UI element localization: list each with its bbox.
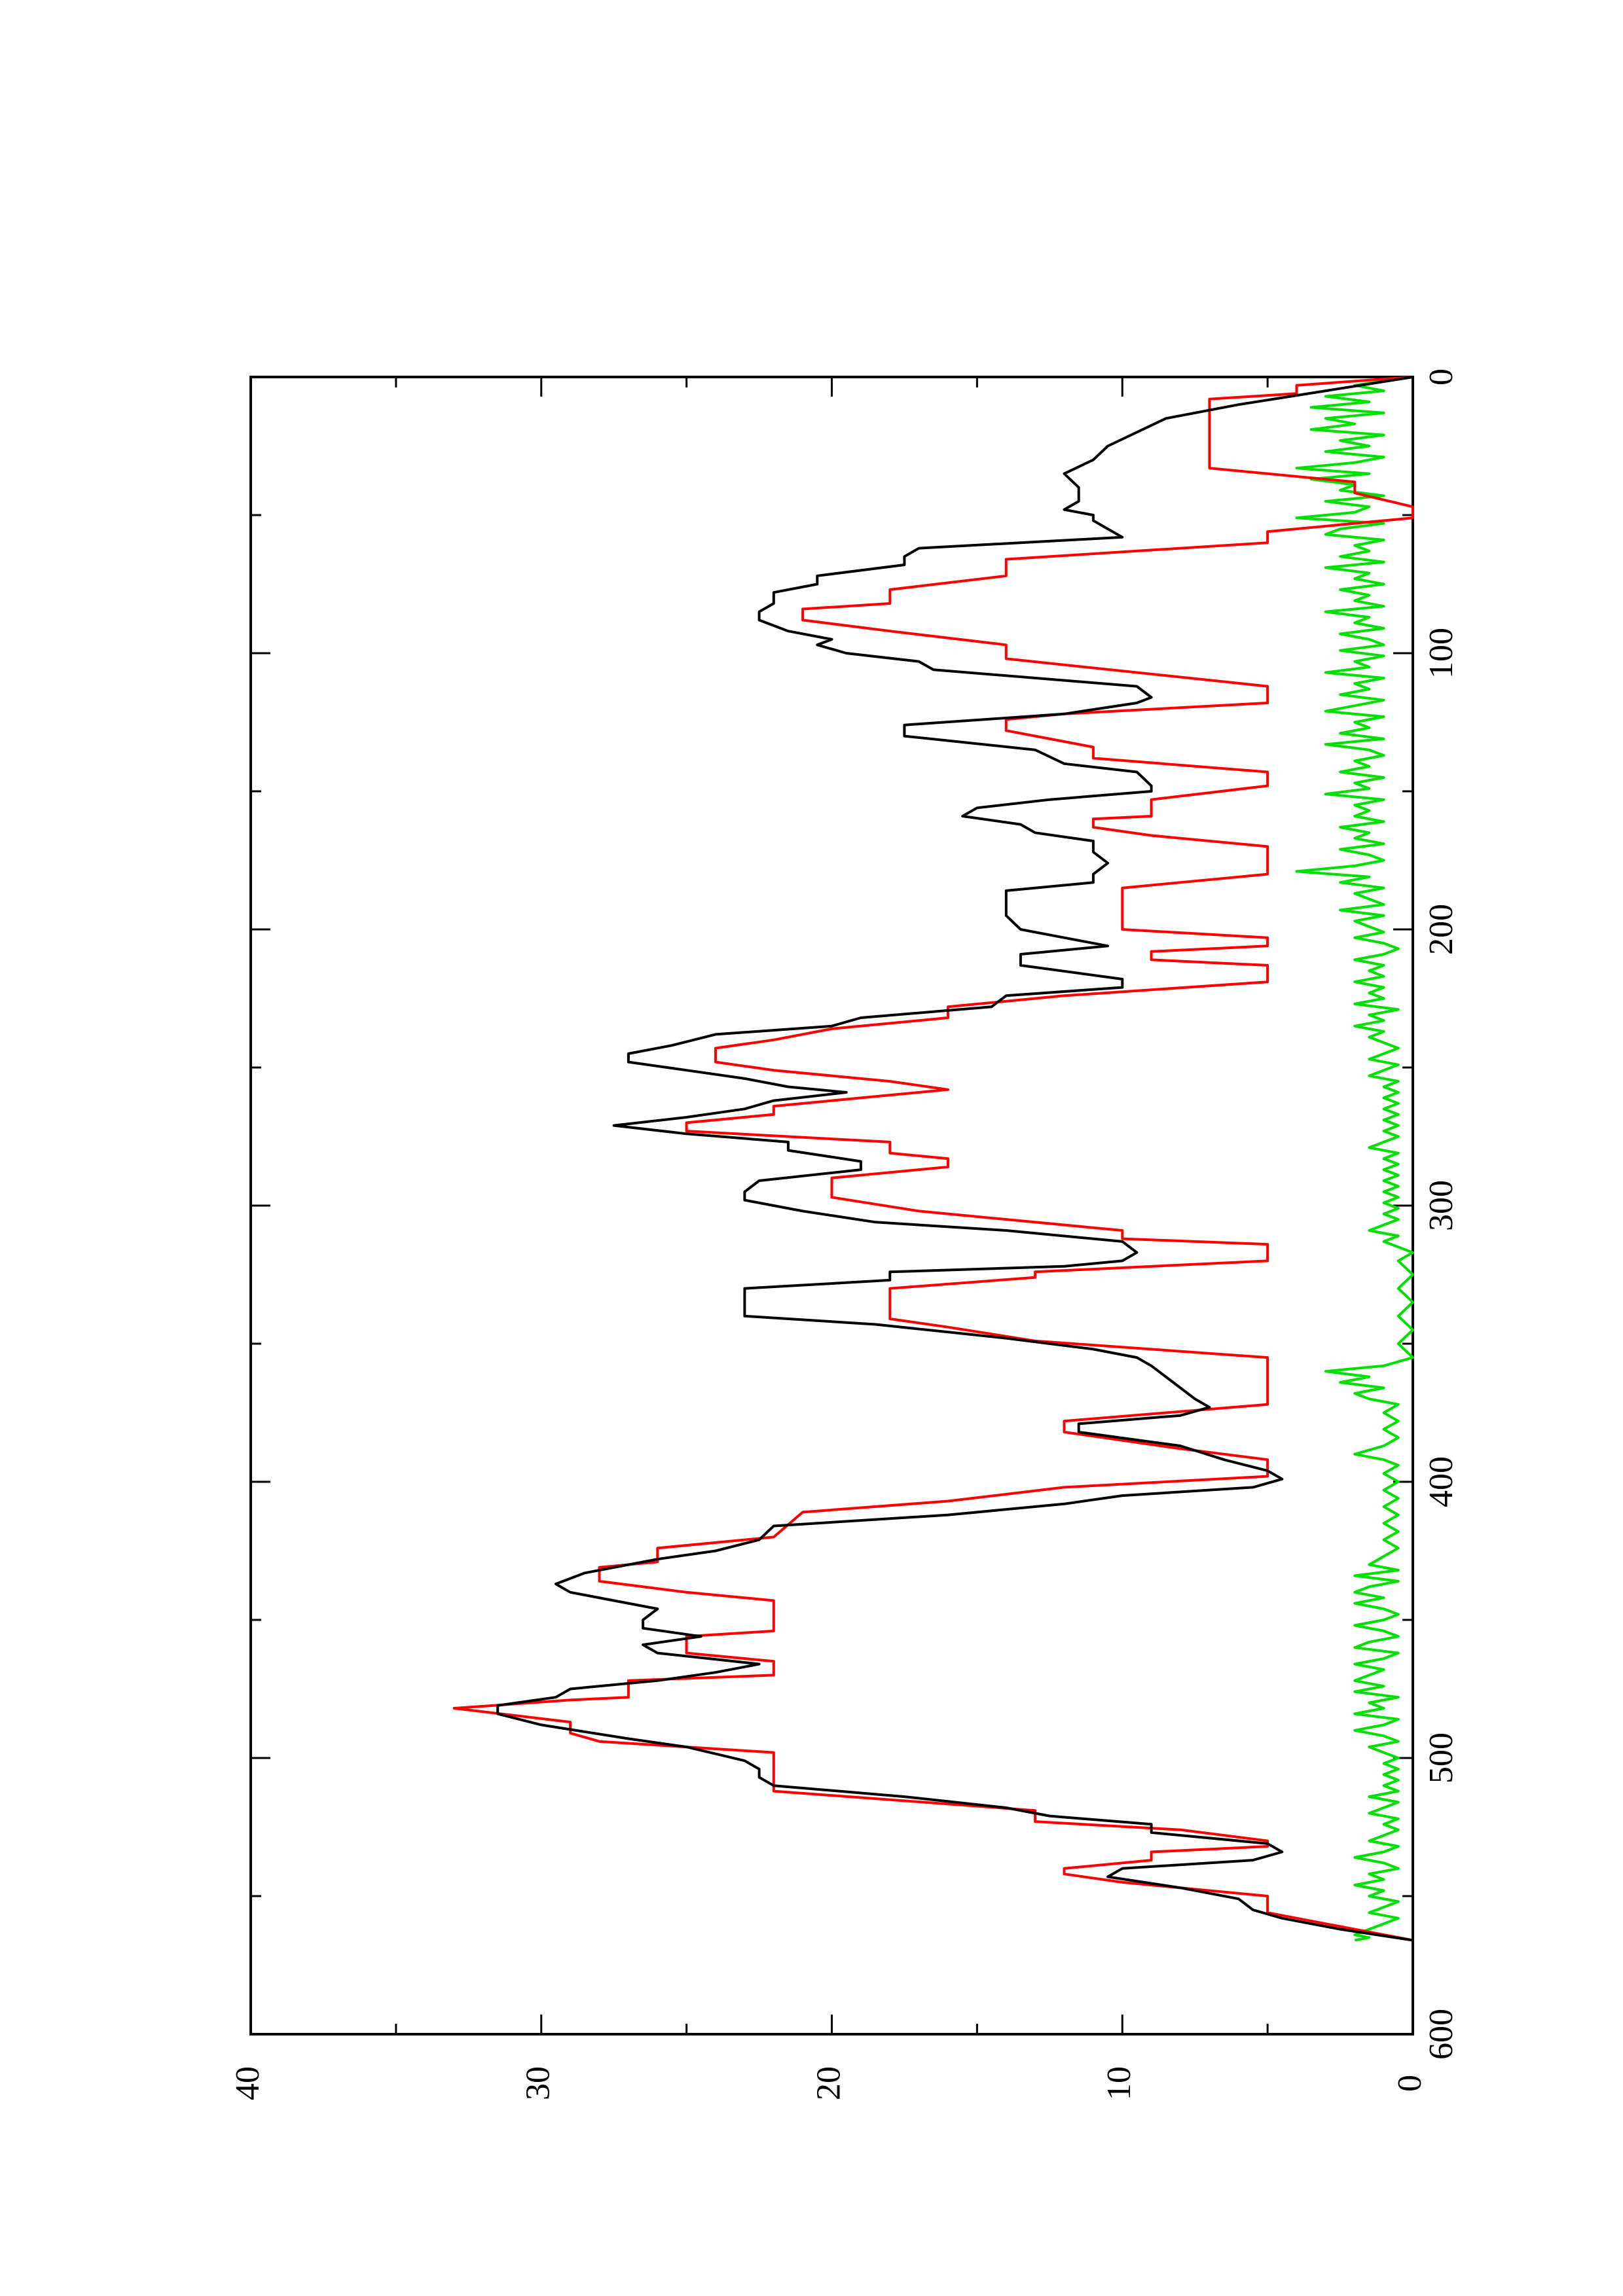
y-axis-ticks: 0 10 20 30 40: [229, 377, 1429, 2100]
x-tick-label: 400: [1423, 1456, 1460, 1507]
x-tick-label: 200: [1423, 904, 1460, 955]
series-layer: [452, 376, 1414, 1942]
x-tick-label: 600: [1423, 2009, 1460, 2060]
y-tick-label: 10: [1101, 2066, 1138, 2100]
x-tick-label: 0: [1423, 368, 1460, 386]
series-line-0: [496, 376, 1413, 1942]
y-tick-label: 40: [229, 2066, 266, 2100]
y-tick-label: 0: [1391, 2075, 1429, 2092]
x-axis-ticks: 0 100 200 300 400 500 600: [251, 368, 1460, 2060]
series-line-2: [1295, 376, 1414, 1942]
y-tick-label: 20: [810, 2066, 847, 2100]
y-tick-label: 30: [520, 2066, 557, 2100]
x-tick-label: 500: [1423, 1732, 1460, 1784]
x-tick-label: 300: [1423, 1180, 1460, 1231]
series-line-1: [452, 376, 1414, 1942]
x-tick-label: 100: [1423, 628, 1460, 679]
plot-frame: [249, 376, 1414, 2036]
